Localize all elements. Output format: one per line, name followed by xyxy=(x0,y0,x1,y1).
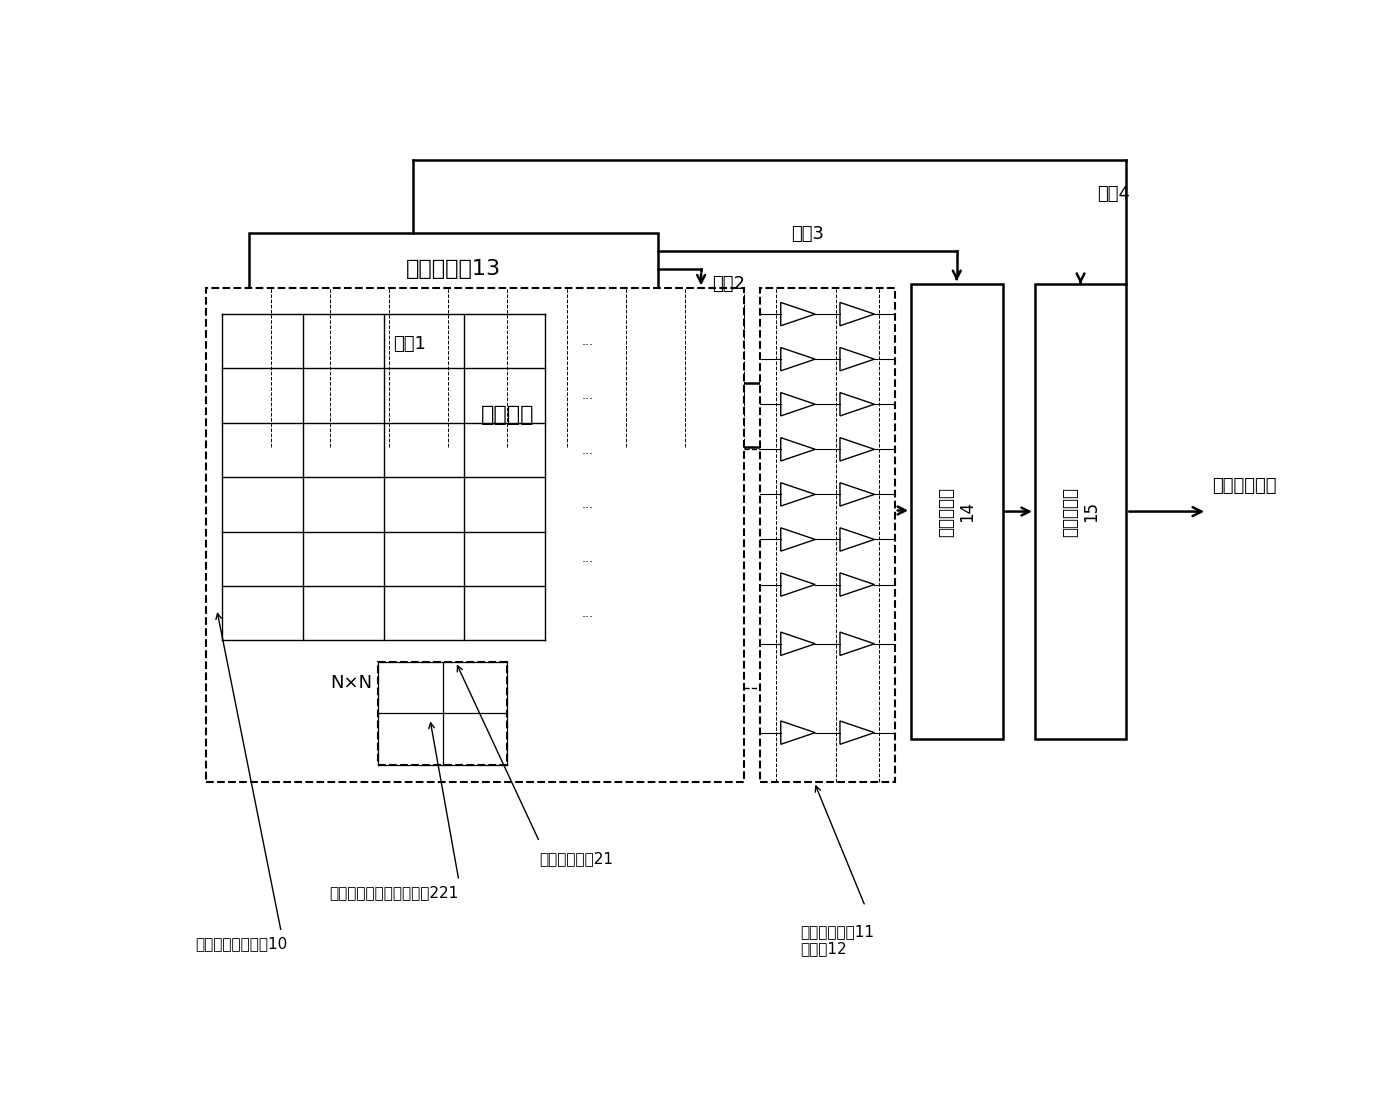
Text: 指令1: 指令1 xyxy=(393,336,426,353)
Text: ...: ... xyxy=(582,498,594,511)
Polygon shape xyxy=(840,392,875,416)
Bar xyxy=(911,284,1003,739)
Text: ...: ... xyxy=(582,607,594,620)
Bar xyxy=(249,382,765,447)
Text: ...: ... xyxy=(582,552,594,565)
Polygon shape xyxy=(781,527,815,551)
Polygon shape xyxy=(840,438,875,460)
Text: 金属光棄光电二极管单元221: 金属光棄光电二极管单元221 xyxy=(329,885,458,900)
Polygon shape xyxy=(840,721,875,745)
Text: ...: ... xyxy=(582,334,594,348)
Polygon shape xyxy=(781,392,815,416)
Polygon shape xyxy=(781,438,815,460)
Polygon shape xyxy=(840,527,875,551)
Polygon shape xyxy=(357,306,386,382)
Text: ...: ... xyxy=(582,389,594,403)
Bar xyxy=(206,289,745,782)
Polygon shape xyxy=(781,632,815,656)
Text: ...: ... xyxy=(582,444,594,456)
Text: 数字图像输出: 数字图像输出 xyxy=(1213,477,1276,495)
Text: 指令2: 指令2 xyxy=(713,274,745,292)
Polygon shape xyxy=(840,483,875,506)
Text: 数字处理器
15: 数字处理器 15 xyxy=(1061,486,1100,536)
Text: 指令3: 指令3 xyxy=(790,224,824,243)
Polygon shape xyxy=(840,573,875,597)
Text: 噪声去除模块11
和缓存12: 噪声去除模块11 和缓存12 xyxy=(800,923,875,956)
Polygon shape xyxy=(781,348,815,371)
Bar xyxy=(760,289,895,782)
Polygon shape xyxy=(781,573,815,597)
Text: 数字控制器13: 数字控制器13 xyxy=(406,259,501,279)
Bar xyxy=(249,233,658,306)
Bar xyxy=(1035,284,1126,739)
Polygon shape xyxy=(840,302,875,326)
Polygon shape xyxy=(781,302,815,326)
Text: 指令4: 指令4 xyxy=(1097,185,1129,203)
Polygon shape xyxy=(840,348,875,371)
Bar xyxy=(378,662,507,765)
Text: 模数转换器
14: 模数转换器 14 xyxy=(938,486,976,536)
Text: N×N: N×N xyxy=(331,675,372,692)
Text: 彩色像素单制21: 彩色像素单制21 xyxy=(540,851,614,865)
Polygon shape xyxy=(781,721,815,745)
Text: 彩色像素单元阵列10: 彩色像素单元阵列10 xyxy=(194,937,288,951)
Polygon shape xyxy=(840,632,875,656)
Polygon shape xyxy=(781,483,815,506)
Text: 列解码器: 列解码器 xyxy=(481,405,535,425)
